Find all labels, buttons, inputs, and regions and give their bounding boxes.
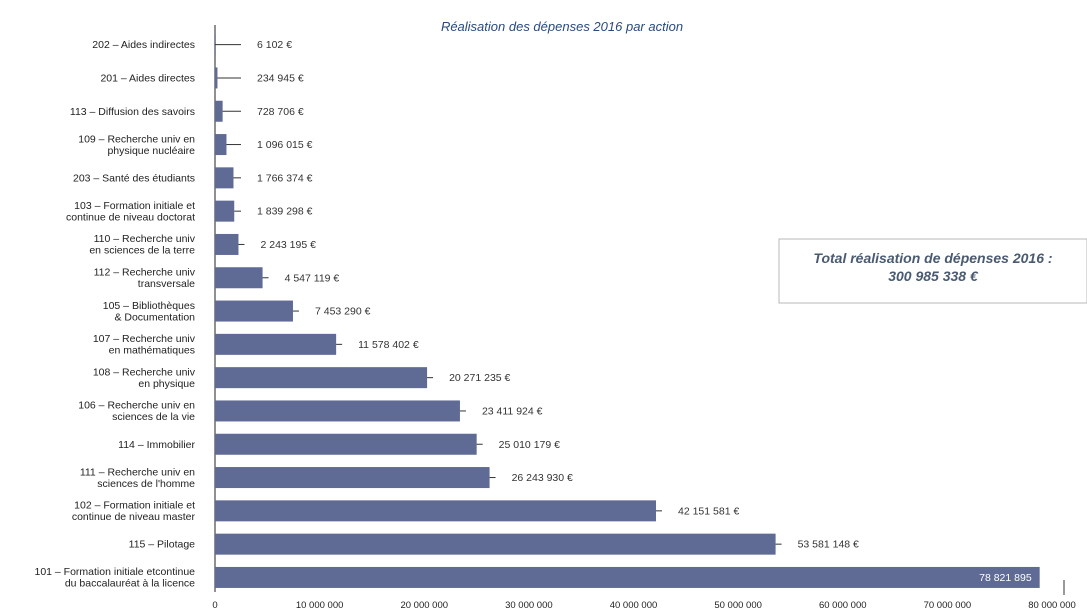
bar: [215, 433, 477, 455]
x-tick-label: 30 000 000: [505, 600, 553, 611]
bar: [215, 200, 235, 222]
value-label: 234 945 €: [257, 72, 304, 84]
chart-title: Réalisation des dépenses 2016 par action: [441, 19, 683, 34]
x-tick-label: 80 000 000: [1028, 600, 1076, 611]
x-tick-label: 40 000 000: [610, 600, 658, 611]
bar: [215, 167, 234, 189]
value-label: 78 821 895: [979, 572, 1032, 584]
total-annotation-line-2: 300 985 338 €: [888, 268, 979, 284]
value-label: 4 547 119 €: [285, 272, 340, 284]
total-annotation-line-1: Total réalisation de dépenses 2016 :: [813, 250, 1052, 266]
bar: [215, 367, 428, 389]
category-label: 105 – Bibliothèques: [103, 300, 195, 312]
category-label: 102 – Formation initiale et: [74, 500, 195, 512]
x-axis: 0 10 000 000 20 000 000 30 000 000 40 000 00…: [212, 580, 1076, 611]
value-label: 23 411 924 €: [482, 405, 543, 417]
category-label: 106 – Recherche univ en: [78, 400, 195, 412]
category-labels: 202 – Aides indirectes 201 – Aides direct…: [34, 39, 195, 590]
category-label: en mathématiques: [109, 345, 195, 357]
category-label: en physique: [138, 378, 195, 390]
bar: [215, 400, 460, 422]
bar: [215, 267, 263, 289]
category-label: 113 – Diffusion des savoirs: [70, 106, 195, 118]
category-label: 112 – Recherche univ: [94, 267, 196, 279]
bar: [215, 134, 227, 156]
value-labels: 6 102 € 234 945 € 728 706 € 1 096 015 € 1 76…: [215, 39, 1032, 584]
category-label: du baccalauréat à la licence: [65, 578, 195, 590]
bar: [215, 67, 218, 89]
category-label: 103 – Formation initiale et: [74, 200, 195, 212]
bar: [215, 566, 1040, 588]
category-label: en sciences de la terre: [89, 245, 195, 257]
total-annotation-box: Total réalisation de dépenses 2016 : 300…: [778, 238, 1087, 304]
category-label: continue de niveau doctorat: [66, 211, 195, 223]
category-label: sciences de la vie: [112, 411, 195, 423]
category-label: physique nucléaire: [107, 145, 195, 157]
category-label: 201 – Aides directes: [100, 72, 195, 84]
x-tick-label: 10 000 000: [296, 600, 344, 611]
bar: [215, 100, 223, 122]
x-tick-label: 50 000 000: [714, 600, 762, 611]
category-label: 108 – Recherche univ: [93, 366, 196, 378]
category-label: 110 – Recherche univ: [94, 233, 196, 245]
value-label: 42 151 581 €: [678, 505, 739, 517]
category-label: 107 – Recherche univ: [93, 333, 196, 345]
category-label: 202 – Aides indirectes: [92, 39, 195, 51]
category-label: 115 – Pilotage: [129, 539, 196, 551]
value-label: 20 271 235 €: [449, 372, 510, 384]
bar: [215, 500, 657, 522]
category-label: sciences de l'homme: [97, 478, 195, 490]
total-annotation-frame: [778, 238, 1087, 304]
x-tick-label: 60 000 000: [819, 600, 867, 611]
x-tick-label: 70 000 000: [924, 600, 972, 611]
value-label: 53 581 148 €: [798, 539, 859, 551]
value-label: 25 010 179 €: [499, 439, 560, 451]
category-label: 203 – Santé des étudiants: [73, 172, 195, 184]
category-label: 109 – Recherche univ en: [78, 133, 195, 145]
category-label: 111 – Recherche univ en: [80, 466, 195, 478]
value-label: 6 102 €: [257, 39, 292, 51]
value-label: 7 453 290 €: [315, 306, 371, 318]
x-tick-label: 20 000 000: [400, 600, 448, 611]
bar: [215, 233, 239, 255]
category-label: 114 – Immobilier: [118, 439, 195, 451]
bars: [215, 34, 1040, 588]
category-label: transversale: [138, 278, 195, 290]
value-label: 1 839 298 €: [257, 206, 313, 218]
value-label: 728 706 €: [257, 106, 304, 118]
x-tick-label: 0: [212, 600, 217, 611]
value-label: 2 243 195 €: [260, 239, 316, 251]
category-label: continue de niveau master: [72, 511, 196, 523]
value-label: 1 096 015 €: [257, 139, 313, 151]
bar: [215, 333, 337, 355]
category-label: 101 – Formation initiale etcontinue: [34, 566, 195, 578]
category-label: & Documentation: [114, 311, 195, 323]
value-label: 11 578 402 €: [358, 339, 419, 351]
value-label: 1 766 374 €: [257, 172, 313, 184]
bar: [215, 467, 490, 489]
bar: [215, 533, 776, 555]
bar: [215, 300, 293, 322]
value-label: 26 243 930 €: [512, 472, 573, 484]
